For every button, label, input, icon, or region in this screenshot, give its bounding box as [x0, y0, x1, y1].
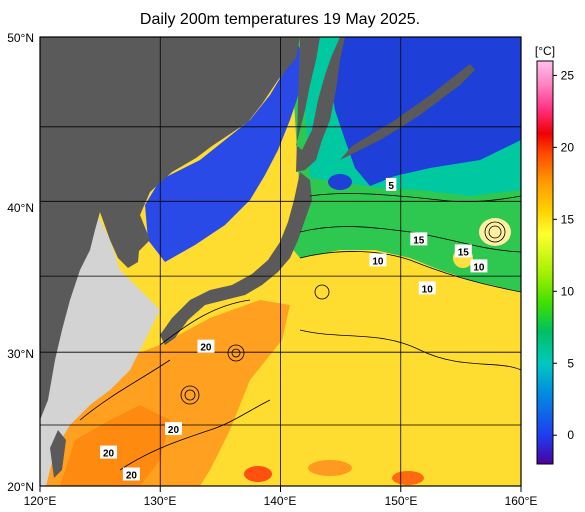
contour-label-text: 20	[200, 343, 212, 354]
lon-tick-160: 160°E	[505, 494, 538, 508]
continental-shelf	[40, 37, 160, 486]
lon-tick-120: 120°E	[24, 494, 57, 508]
contour-label-bg	[418, 281, 436, 295]
contour-label-text: 15	[413, 235, 425, 246]
colorbar-tick-label: 10	[561, 284, 575, 298]
colorbar-tick-label: 25	[561, 68, 575, 82]
sakhalin-hokkaido	[296, 37, 345, 172]
lon-tick-150: 150°E	[385, 494, 418, 508]
lat-tick-30: 30°N	[7, 347, 34, 361]
lat-tick-50: 50°N	[7, 31, 34, 45]
korean-peninsula	[100, 205, 140, 268]
japan-main-islands	[160, 172, 312, 345]
kuril-islands	[340, 64, 475, 160]
warm-eddy	[244, 466, 272, 482]
contour-label: 20	[100, 445, 118, 460]
lon-tick-140: 140°E	[264, 494, 297, 508]
contour-label: 10	[369, 253, 387, 267]
contour-label: 15	[454, 244, 472, 258]
colorbar-tick-label: 5	[567, 356, 574, 370]
contour-label-text: 20	[103, 449, 115, 460]
contour-label-bg	[369, 253, 387, 267]
contour-label-bg	[122, 467, 140, 481]
graticule	[40, 37, 521, 486]
contour-label: 15	[410, 232, 428, 246]
warm-eddy	[392, 471, 424, 485]
contour-label: 5	[385, 177, 397, 192]
contour-label-text: 15	[458, 247, 470, 258]
contour-label: 10	[470, 259, 488, 273]
contour-label-bg	[470, 259, 488, 273]
isotherm-contours	[79, 193, 521, 471]
okhotsk-cold	[330, 37, 521, 186]
contour-label-bg	[385, 177, 397, 191]
warm-patch	[308, 460, 352, 476]
contour-label-bg	[197, 339, 215, 353]
taiwan	[50, 430, 66, 478]
contour-label-bg	[164, 422, 182, 436]
contour-label-text: 5	[388, 181, 394, 192]
contour-label-text: 10	[422, 284, 434, 295]
lat-tick-40: 40°N	[7, 201, 34, 215]
map-title: Daily 200m temperatures 19 May 2025.	[139, 11, 421, 28]
axis-ticks	[39, 486, 522, 492]
contour-label: 10	[418, 281, 436, 295]
contour-label-text: 10	[372, 256, 384, 267]
colorbar-tick-label: 0	[567, 428, 574, 442]
lon-tick-130: 130°E	[144, 494, 177, 508]
contour-label-bg	[100, 445, 118, 459]
colorbar-unit: [°C]	[535, 44, 555, 58]
colorbar: [°C] 25 20 15 10 5 0	[535, 44, 574, 465]
colorbar-scale	[536, 60, 554, 465]
colorbar-tick-label: 15	[561, 212, 575, 226]
sea-of-japan-cold	[145, 45, 305, 262]
contour-label-text: 20	[126, 470, 138, 481]
contour-label-bg	[454, 244, 472, 258]
colorbar-tick-label: 20	[561, 140, 575, 154]
colorbar-ticks: 25 20 15 10 5 0	[553, 68, 574, 442]
contour-label-text: 10	[473, 262, 485, 273]
warm-eddy-north	[479, 218, 511, 246]
contour-label: 20	[122, 467, 140, 481]
contour-label-text: 20	[168, 425, 180, 436]
cold-eddy	[328, 174, 352, 190]
contour-label-bg	[410, 232, 428, 246]
contour-label: 20	[197, 339, 215, 354]
asia-landmass	[40, 37, 300, 420]
contour-label: 20	[164, 422, 182, 436]
lat-tick-20: 20°N	[7, 480, 34, 494]
